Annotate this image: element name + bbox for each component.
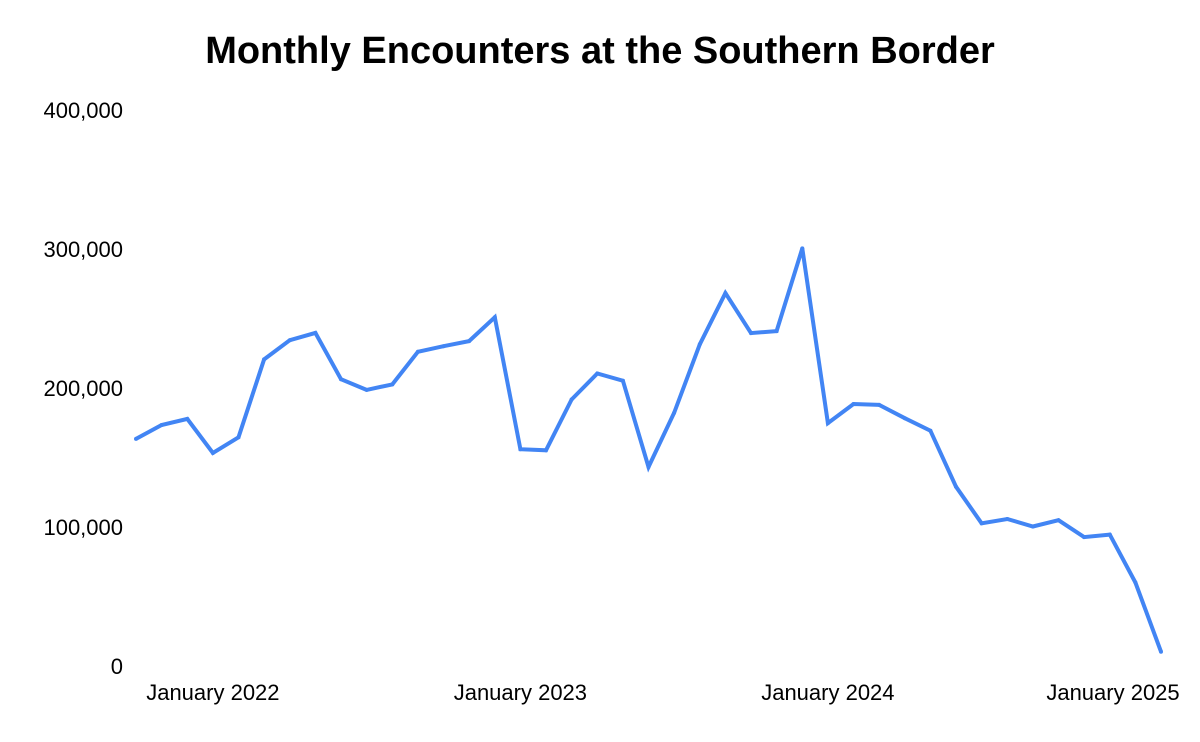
x-tick-label: January 2023 [454,680,587,705]
data-point [467,339,472,344]
data-point [646,465,651,469]
data-point [979,521,984,526]
data-point [954,484,958,489]
data-point [800,246,805,251]
data-point [1159,649,1163,654]
data-point [1133,580,1138,585]
data-point [749,331,753,336]
data-point [825,421,830,426]
data-point [595,371,600,376]
y-tick-label: 400,000 [43,98,123,123]
data-point [928,428,933,433]
y-tick-label: 100,000 [43,515,123,540]
data-point [339,377,343,382]
data-point [313,330,318,335]
data-point [620,378,625,383]
data-point [415,349,420,354]
data-point [518,447,523,452]
data-point [1056,518,1061,523]
data-point [236,435,241,440]
x-tick-label: January 2022 [146,680,279,705]
data-point [1005,517,1010,521]
y-tick-label: 300,000 [43,237,123,262]
data-point [723,291,728,296]
data-point [544,448,548,453]
data-point [210,451,215,455]
data-point [902,416,907,421]
series-layer [134,246,1163,654]
data-point [1030,524,1035,529]
data-point [185,416,190,421]
data-point [492,315,497,320]
chart-title: Monthly Encounters at the Southern Borde… [205,30,995,72]
y-tick-label: 200,000 [43,376,123,401]
data-point [1082,535,1087,540]
data-point [877,402,882,407]
data-point [774,329,779,334]
data-point [569,397,574,402]
data-point [441,344,446,349]
data-point [1107,532,1112,537]
x-tick-label: January 2025 [1046,680,1179,705]
data-point [851,402,856,406]
data-point [697,342,702,347]
series-line [135,247,1163,653]
data-point [134,436,138,441]
data-point [287,338,292,343]
data-point [390,382,395,387]
data-point [159,423,164,427]
y-tick-label: 0 [111,654,123,679]
x-axis-ticks: January 2022 January 2023 January 2024 Janu… [146,680,1179,705]
data-point [364,387,369,392]
data-point [672,410,677,415]
y-axis-ticks: 0 100,000 200,000 300,000 400,000 [43,98,123,679]
x-tick-label: January 2024 [761,680,894,705]
data-point [262,357,267,362]
